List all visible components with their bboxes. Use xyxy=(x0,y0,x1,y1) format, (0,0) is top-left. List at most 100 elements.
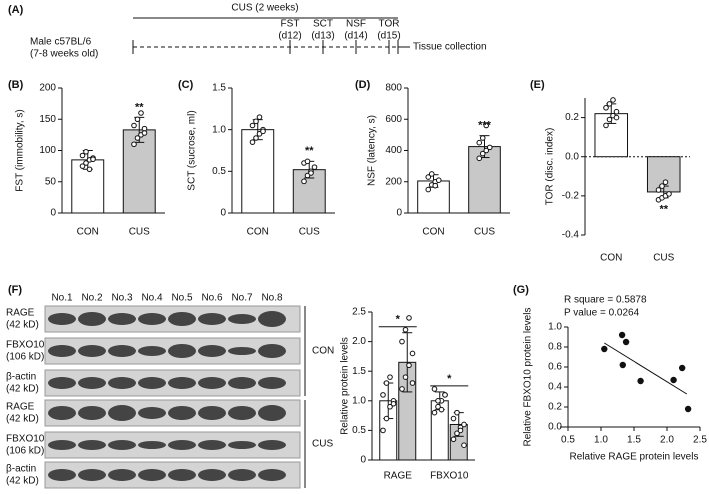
data-point xyxy=(603,122,609,129)
event-day: (d15) xyxy=(377,31,400,42)
band xyxy=(138,441,166,449)
band xyxy=(108,469,136,481)
data-point xyxy=(138,110,144,116)
lane-label: No.4 xyxy=(141,293,163,304)
band xyxy=(258,405,286,421)
panel-label: (F) xyxy=(8,284,22,296)
data-point xyxy=(311,164,318,170)
band xyxy=(78,469,106,481)
data-point xyxy=(425,174,432,180)
y-tick-label: 0.5 xyxy=(352,425,366,436)
panel-label: (E) xyxy=(530,79,545,91)
y-tick-label: 0.6 xyxy=(548,362,562,373)
band xyxy=(168,312,196,326)
lane-label: No.8 xyxy=(261,293,283,304)
data-point xyxy=(387,374,393,380)
y-tick-label: -0.2 xyxy=(562,190,580,201)
y-tick-label: 100 xyxy=(39,145,56,156)
y-tick-label: 0.8 xyxy=(548,342,562,353)
panel-label: (C) xyxy=(178,79,194,91)
data-point xyxy=(457,427,464,434)
data-point xyxy=(399,386,405,392)
y-axis-label: Relative FBXO10 protein levels xyxy=(523,308,534,447)
data-point xyxy=(383,380,390,386)
y-tick-label: 0.5 xyxy=(212,166,226,177)
data-point xyxy=(659,183,665,189)
data-point xyxy=(86,166,93,173)
y-tick-label: 800 xyxy=(385,83,402,94)
data-point xyxy=(483,147,490,154)
band xyxy=(48,313,76,325)
data-point xyxy=(461,421,467,428)
data-point xyxy=(619,361,626,369)
data-point xyxy=(461,442,467,449)
x-tick-label: 1.0 xyxy=(594,435,608,446)
data-point xyxy=(454,430,460,437)
lane-label: No.7 xyxy=(231,293,253,304)
y-tick-label: 200 xyxy=(385,176,402,187)
band xyxy=(228,441,256,449)
band xyxy=(138,313,166,325)
y-tick-label: 0.4 xyxy=(548,382,562,393)
x-tick-label: CUS xyxy=(299,227,320,238)
y-tick-label: 0.0 xyxy=(548,422,562,433)
band xyxy=(48,440,76,450)
data-point xyxy=(486,144,493,151)
data-point xyxy=(442,392,448,398)
band xyxy=(78,345,106,357)
band xyxy=(48,345,76,357)
band xyxy=(168,406,196,420)
data-point xyxy=(249,139,256,145)
data-point xyxy=(610,97,616,103)
band xyxy=(198,406,226,420)
y-tick-label: 150 xyxy=(39,114,56,125)
y-tick-label: 0 xyxy=(360,455,366,466)
data-point xyxy=(618,331,626,339)
data-point xyxy=(603,104,609,111)
data-point xyxy=(606,101,613,107)
band xyxy=(48,406,76,420)
data-point xyxy=(387,403,393,410)
band xyxy=(198,345,226,357)
data-point xyxy=(450,415,457,422)
band xyxy=(258,311,286,327)
band xyxy=(138,407,166,419)
y-tick-label: 1.5 xyxy=(212,83,226,94)
row-label: RAGE xyxy=(6,308,35,319)
data-point xyxy=(613,108,620,115)
x-tick-label: 0.5 xyxy=(561,435,575,446)
band xyxy=(168,440,196,450)
y-tick-label: 600 xyxy=(385,114,402,125)
row-sub: (106 kD) xyxy=(6,446,44,457)
y-tick-label: 0 xyxy=(396,208,402,219)
y-tick-label: 0 xyxy=(220,208,226,219)
y-tick-label: 0.0 xyxy=(565,151,579,162)
x-tick-label: FBXO10 xyxy=(430,471,469,482)
significance: ** xyxy=(135,101,144,113)
data-point xyxy=(253,135,259,141)
y-tick-label: 0 xyxy=(50,208,56,219)
band xyxy=(258,440,286,450)
y-axis-label: NSF (latency, s) xyxy=(367,115,378,186)
band xyxy=(198,377,226,389)
data-point xyxy=(666,191,672,197)
x-tick-label: CON xyxy=(600,253,622,264)
x-tick-label: 2.5 xyxy=(693,435,707,446)
data-point xyxy=(613,114,620,121)
row-label: β-actin xyxy=(6,464,36,475)
band xyxy=(138,346,166,356)
event-name: FST xyxy=(281,19,300,30)
data-point xyxy=(90,156,96,163)
band xyxy=(228,406,256,420)
data-point xyxy=(131,122,137,129)
data-point xyxy=(432,182,439,189)
data-point xyxy=(141,130,148,136)
annotation: P value = 0.0264 xyxy=(564,308,640,319)
band xyxy=(258,377,286,389)
band xyxy=(228,314,256,324)
fit-line xyxy=(604,342,688,395)
data-point xyxy=(79,152,86,159)
y-tick-label: 2.0 xyxy=(352,336,366,347)
band xyxy=(138,377,166,389)
